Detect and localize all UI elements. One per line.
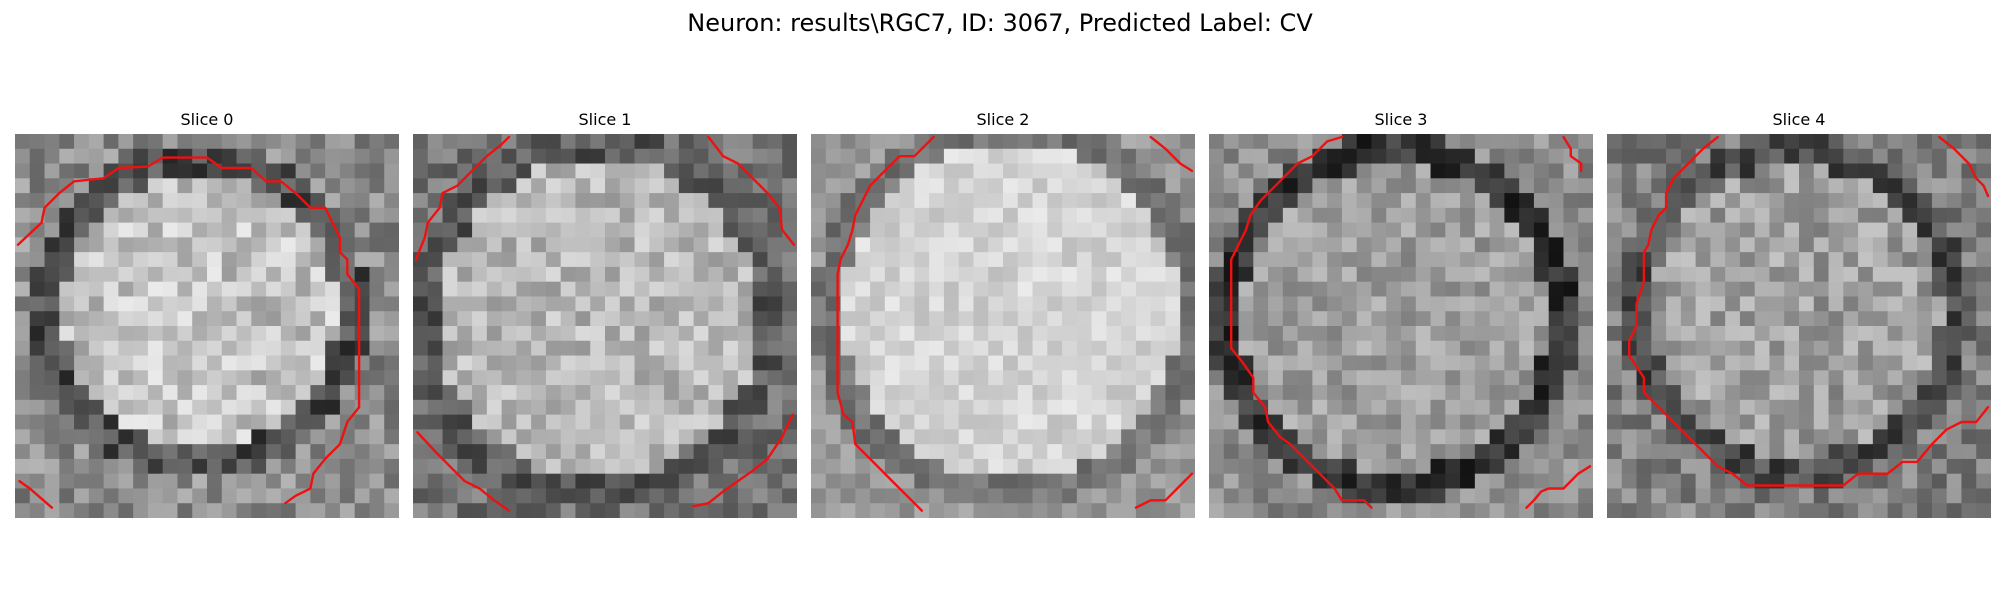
contour-line [16, 156, 361, 505]
contour-line [1230, 135, 1373, 509]
contour-line [1525, 465, 1592, 509]
slice-image [413, 134, 797, 518]
contour-line [1134, 472, 1194, 509]
contour-line [1628, 135, 1990, 487]
slice-panel-1: Slice 1 [413, 108, 797, 524]
contour-line [836, 135, 935, 512]
slice-title: Slice 2 [976, 110, 1030, 129]
slice-title: Slice 1 [578, 110, 632, 129]
slice-image [15, 134, 399, 518]
figure-title: Neuron: results\RGC7, ID: 3067, Predicte… [687, 9, 1313, 37]
slice-panel-4: Slice 4 [1607, 108, 1991, 524]
slice-panel-2: Slice 2 [811, 108, 1195, 524]
contour-line [1938, 135, 1990, 198]
slice-panel-3: Slice 3 [1209, 108, 1593, 524]
contour-line [1149, 135, 1194, 173]
pixel-grid [1607, 134, 1991, 518]
slice-panel-0: Slice 0 [15, 108, 399, 524]
slice-image [811, 134, 1195, 518]
slice-title: Slice 3 [1374, 110, 1428, 129]
contour-line [692, 413, 794, 508]
contour-line [707, 135, 796, 247]
pixel-grid [811, 134, 1195, 518]
pixel-grid [413, 134, 797, 518]
contour-line [1562, 135, 1583, 173]
slice-image [1607, 134, 1991, 518]
slice-title: Slice 0 [180, 110, 234, 129]
slice-title: Slice 4 [1772, 110, 1826, 129]
contour-line [416, 431, 511, 512]
pixel-grid [15, 134, 399, 518]
contour-line [18, 479, 54, 509]
contour-line [414, 135, 511, 261]
slice-image [1209, 134, 1593, 518]
pixel-grid [1209, 134, 1593, 518]
